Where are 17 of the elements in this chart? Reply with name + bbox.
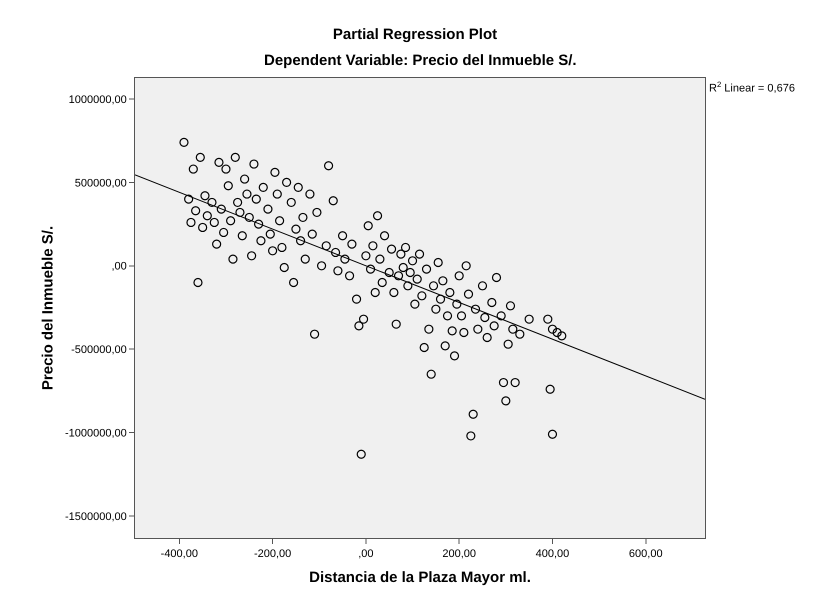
- text: R$^{2}$ Linear = 0,676: [709, 80, 795, 95]
- y-tick-label: -1000000,00: [65, 427, 127, 440]
- x-tick-label: 200,00: [442, 548, 476, 560]
- x-tick-label: 400,00: [536, 548, 570, 560]
- y-tick-label: -500000,00: [71, 344, 127, 356]
- y-tick-label: 1000000,00: [68, 94, 127, 106]
- y-tick-label: ,00: [112, 260, 127, 273]
- y-tick-label: 500000,00: [74, 177, 127, 190]
- y-tick-label: -1500000,00: [65, 510, 127, 523]
- x-tick-label: -200,00: [254, 548, 292, 560]
- x-tick-label: ,00: [358, 548, 374, 560]
- x-tick-label: -400,00: [160, 548, 198, 560]
- x-axis-title: Distancia de la Plaza Mayor ml.: [309, 569, 531, 586]
- x-tick-label: 600,00: [628, 548, 663, 560]
- chart-title: Partial Regression Plot: [332, 26, 498, 44]
- y-axis-title: Precio del Inmueble S/.: [39, 226, 56, 390]
- chart-subtitle: Dependent Variable: Precio del Inmueble S/.: [264, 52, 577, 69]
